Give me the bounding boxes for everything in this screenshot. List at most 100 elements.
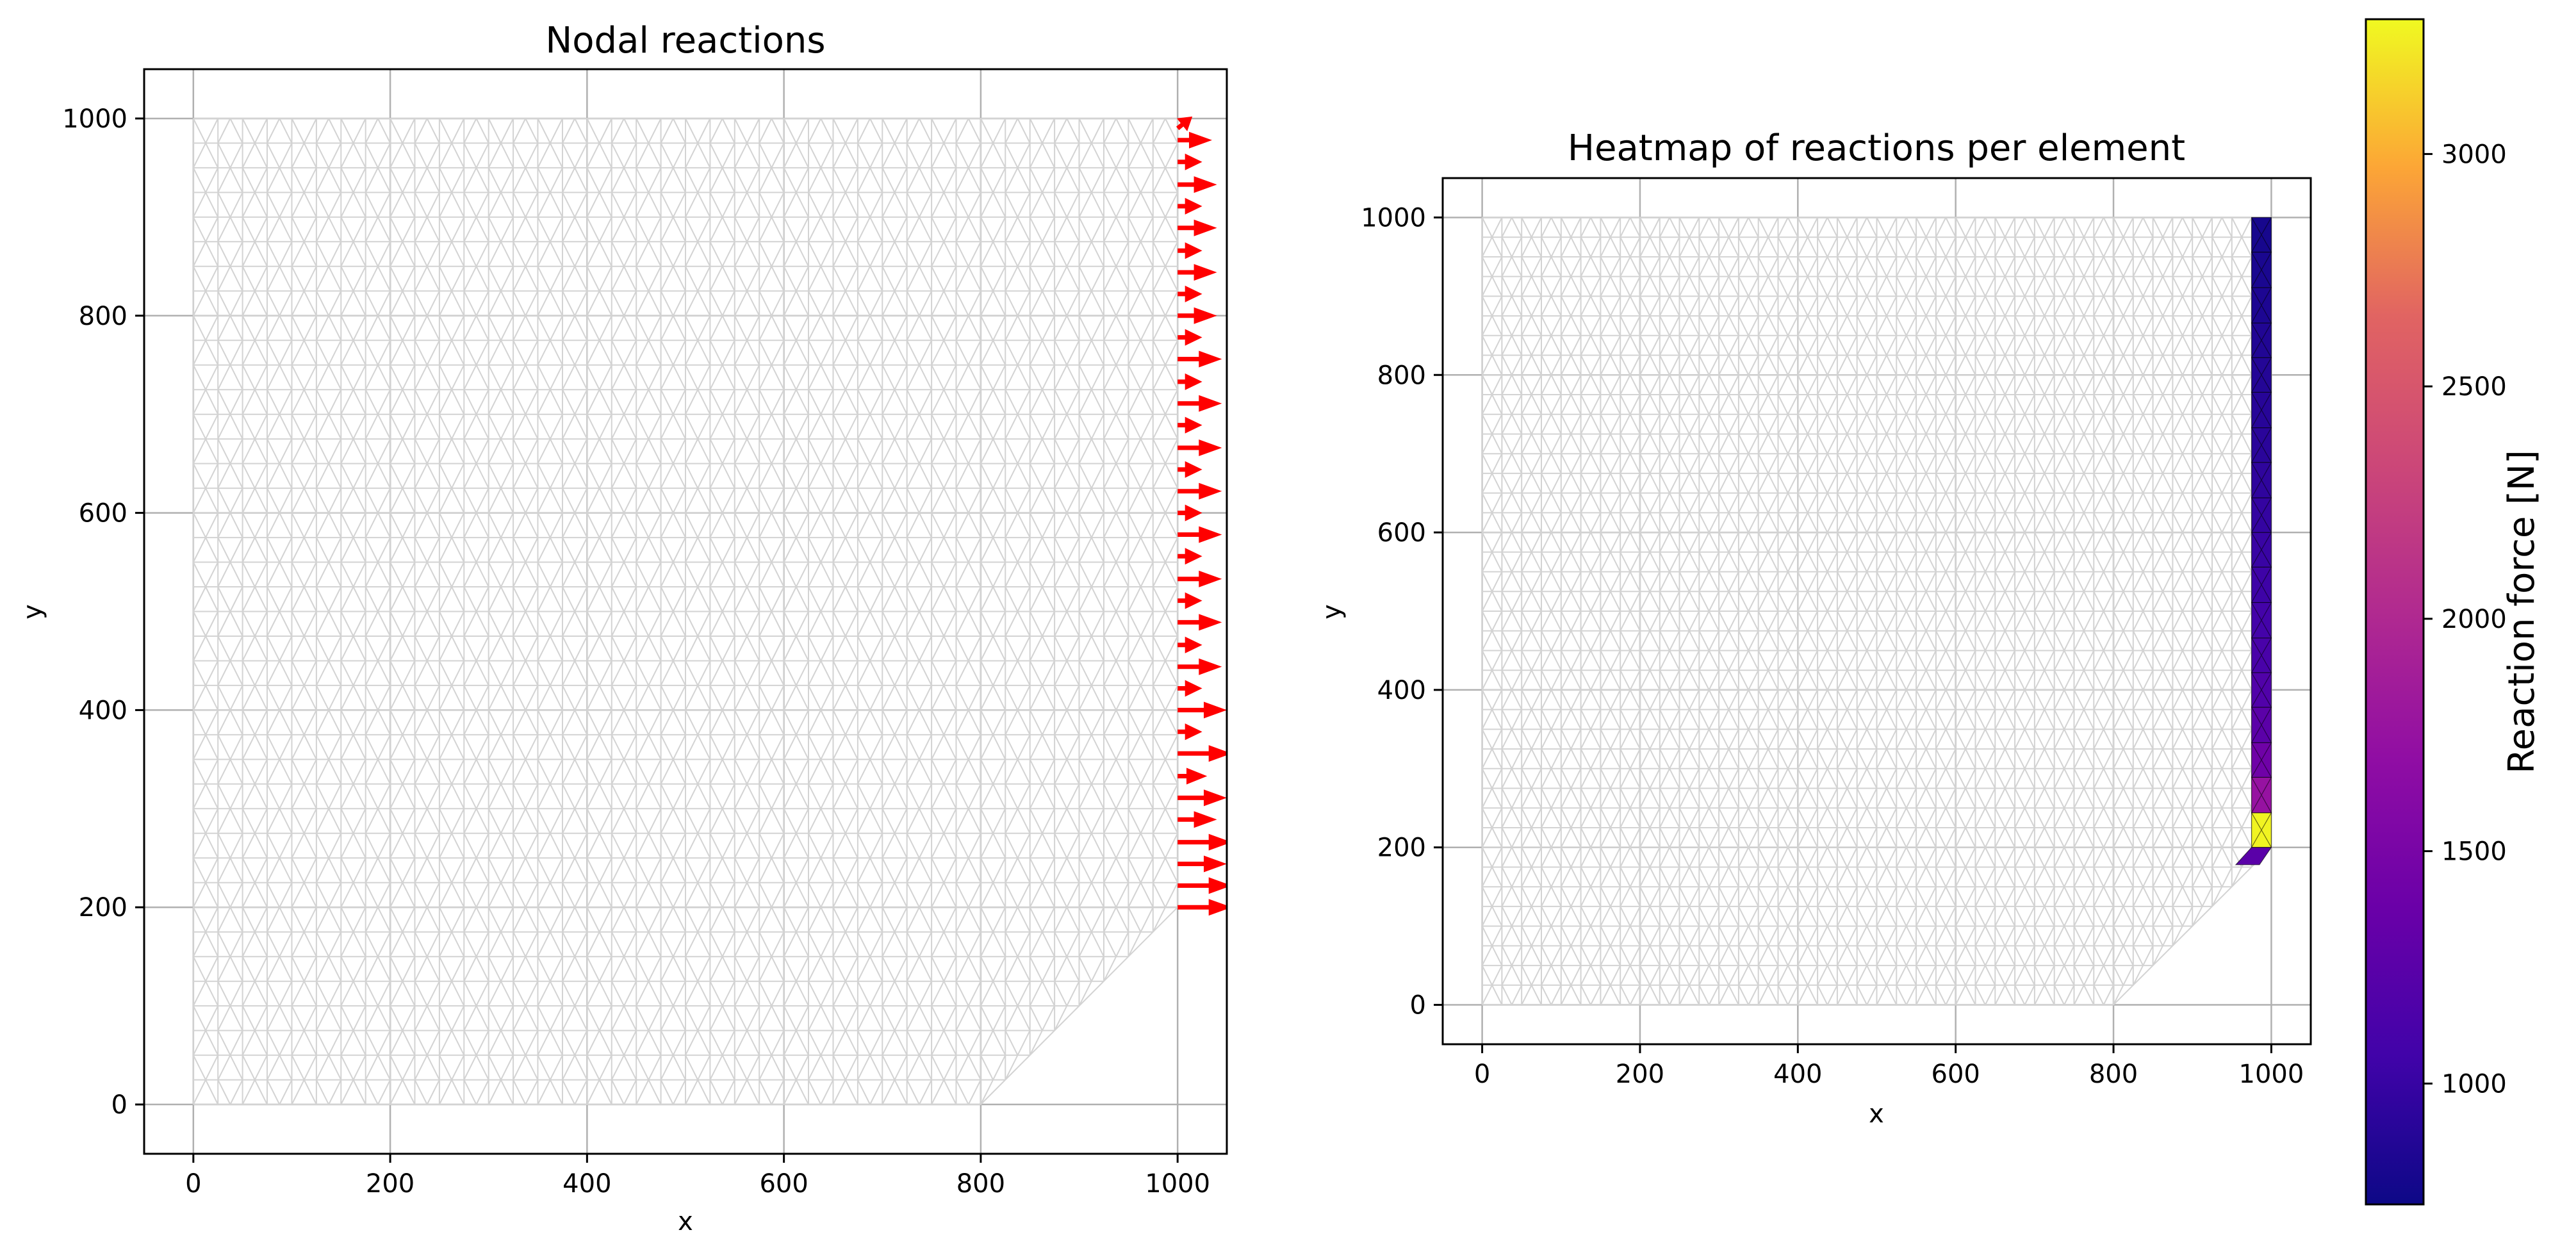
chart1-mesh	[192, 118, 1179, 1105]
reaction-arrow-32	[1177, 197, 1202, 215]
heatmap-element-diagonals-8	[2251, 532, 2272, 568]
reaction-arrow-25	[1177, 350, 1222, 368]
reaction-arrow-15	[1177, 570, 1222, 587]
c1-ytick-label-0: 0	[111, 1090, 127, 1120]
reaction-arrow-8	[1177, 723, 1202, 741]
heatmap-element-diagonals-15	[2251, 287, 2272, 324]
c2-xtick-label-5: 1000	[2239, 1060, 2304, 1089]
heatmap-element-diagonals-6	[2251, 602, 2272, 639]
reaction-arrow-18	[1177, 504, 1202, 521]
heatmap-element-diagonals-12	[2251, 392, 2272, 428]
chart1-xlabel: x	[678, 1207, 693, 1236]
c1-xtick-label-2: 400	[562, 1169, 611, 1199]
reaction-arrow-20	[1177, 461, 1202, 478]
heatmap-element-diagonals-9	[2251, 497, 2272, 533]
colorbar-tick-label-3: 2500	[2441, 372, 2507, 402]
colorbar-ticks: 1000 1500 2000 2500 3000	[2424, 140, 2507, 1099]
chart2-y-ticks: 0 200 400 600 800 1000	[1361, 203, 1443, 1021]
chart1-ylabel: y	[18, 604, 47, 619]
c1-mesh-lines	[192, 118, 1179, 1105]
c2-xtick-label-1: 200	[1616, 1060, 1664, 1089]
c1-xtick-label-4: 800	[956, 1169, 1005, 1199]
reaction-arrow-30	[1177, 242, 1202, 259]
chart2-frame	[1441, 177, 2312, 1046]
reaction-arrow-29	[1177, 264, 1217, 281]
c2-ytick-label-5: 1000	[1361, 203, 1426, 233]
chart2-title: Heatmap of reactions per element	[1568, 127, 2185, 169]
reaction-arrow-16	[1177, 548, 1202, 565]
reaction-arrow-14	[1177, 592, 1202, 609]
c1-ytick-label-1: 200	[79, 893, 127, 923]
chart1-frame	[143, 68, 1228, 1155]
reaction-arrow-22	[1177, 416, 1202, 434]
reaction-arrow-10	[1177, 680, 1202, 697]
c2-ytick-label-3: 600	[1377, 518, 1426, 548]
reaction-arrow-33	[1177, 176, 1217, 193]
c1-xtick-label-3: 600	[759, 1169, 808, 1199]
heatmap-element-diagonals-17	[2251, 217, 2272, 252]
heatmap-element-diagonals-3	[2251, 707, 2272, 743]
reaction-arrow-27	[1177, 307, 1217, 324]
nodal-reactions-chart: Nodal reactions 0 200 400 600 800 1000 0 200 40…	[18, 20, 1228, 1236]
c1-xtick-label-0: 0	[185, 1169, 201, 1199]
colorbar-gradient	[2365, 18, 2425, 1206]
c2-ytick-label-1: 200	[1377, 833, 1426, 863]
c2-ytick-label-4: 800	[1377, 361, 1426, 390]
colorbar-label: Reaction force [N]	[2501, 450, 2543, 773]
heatmap-element-diagonals-5	[2251, 637, 2272, 673]
reaction-arrow-17	[1177, 526, 1222, 543]
reaction-arrow-21	[1177, 439, 1222, 456]
reaction-arrow-35	[1177, 131, 1212, 149]
heatmap-element-diagonals-14	[2251, 322, 2272, 358]
chart1-arrows	[1176, 116, 1227, 916]
reaction-arrow-24	[1177, 373, 1202, 390]
c1-ytick-label-3: 600	[79, 499, 127, 529]
colorbar: 1000 1500 2000 2500 3000 Reaction force [N]	[2365, 18, 2543, 1206]
c2-mesh-lines	[1481, 217, 2272, 1006]
reaction-arrow-34	[1177, 153, 1202, 170]
chart1-title: Nodal reactions	[545, 20, 825, 62]
c2-xtick-label-3: 600	[1932, 1060, 1980, 1089]
reaction-arrow-19	[1177, 482, 1222, 500]
heatmap-element-diagonals-7	[2251, 566, 2272, 603]
reaction-arrow-2	[1177, 855, 1227, 873]
heatmap-element-diagonals-10	[2251, 462, 2272, 498]
chart2-elements	[2235, 217, 2272, 865]
chart2-ylabel: y	[1317, 604, 1347, 619]
reaction-arrow-13	[1177, 614, 1222, 631]
colorbar-tick-label-2: 2000	[2441, 605, 2507, 634]
heatmap-element-diagonals-1	[2251, 777, 2272, 813]
colorbar-tick-label-4: 3000	[2441, 140, 2507, 169]
heatmap-element-diagonals-2	[2251, 742, 2272, 778]
reaction-arrow-36	[1176, 116, 1193, 131]
heatmap-element-diagonals-11	[2251, 427, 2272, 463]
reaction-arrow-31	[1177, 219, 1217, 236]
c2-ytick-label-2: 400	[1377, 676, 1426, 705]
c2-xtick-label-4: 800	[2089, 1060, 2138, 1089]
reaction-arrow-28	[1177, 285, 1202, 302]
heatmap-chart: Heatmap of reactions per element 0 200 400…	[1317, 127, 2312, 1129]
heatmap-element-diagonals-4	[2251, 672, 2272, 708]
c2-xtick-label-2: 400	[1773, 1060, 1822, 1089]
reaction-arrow-6	[1177, 767, 1208, 785]
heatmap-element-diagonals-16	[2251, 252, 2272, 288]
heatmap-corner-element	[2235, 847, 2272, 865]
reaction-arrow-11	[1177, 658, 1222, 675]
c1-ytick-label-2: 400	[79, 696, 127, 725]
chart2-x-ticks: 0 200 400 600 800 1000	[1474, 1044, 2304, 1089]
c1-ytick-label-4: 800	[79, 302, 127, 331]
reaction-arrow-3	[1177, 833, 1227, 851]
chart2-xlabel: x	[1869, 1099, 1884, 1129]
reaction-arrow-12	[1177, 636, 1202, 653]
c1-ytick-label-5: 1000	[62, 104, 127, 134]
chart2-mesh	[1481, 217, 2272, 1006]
reaction-arrow-0	[1177, 899, 1227, 916]
reaction-arrow-1	[1177, 877, 1227, 894]
chart1-y-ticks: 0 200 400 600 800 1000	[62, 104, 144, 1120]
reaction-arrow-4	[1177, 811, 1217, 828]
c2-xtick-label-0: 0	[1474, 1060, 1490, 1089]
heatmap-element-diagonals-0	[2251, 812, 2272, 848]
c1-xtick-label-5: 1000	[1145, 1169, 1210, 1199]
reaction-arrow-5	[1177, 789, 1227, 807]
reaction-arrow-7	[1177, 745, 1227, 762]
